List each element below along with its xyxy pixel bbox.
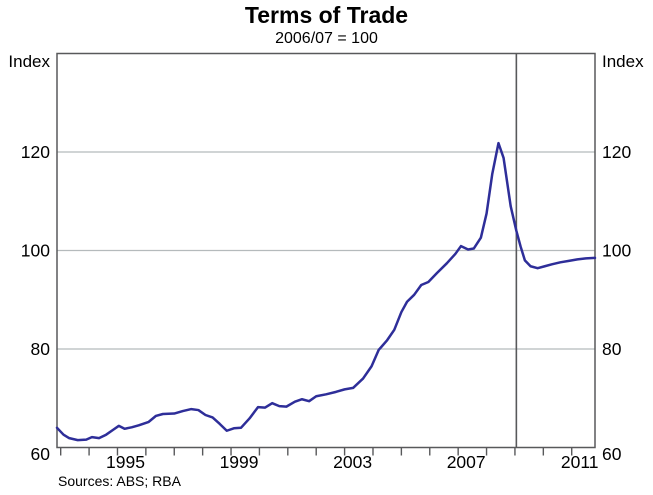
y-axis-unit-left: Index (8, 52, 50, 71)
plot-border (56, 52, 596, 449)
y-tick-label-left: 100 (21, 241, 50, 261)
x-tick-label: 1995 (106, 452, 145, 472)
y-tick-label-right: 120 (602, 142, 631, 162)
x-tick-label: 2003 (333, 452, 372, 472)
y-tick-label-right: 60 (602, 444, 622, 464)
chart-subtitle: 2006/07 = 100 (275, 30, 378, 47)
x-tick-label: 1999 (220, 452, 259, 472)
x-tick-label: 2011 (561, 452, 599, 472)
y-axis-unit-right: Index (602, 52, 644, 71)
x-tick-label: 2007 (447, 452, 486, 472)
sources-note: Sources: ABS; RBA (58, 473, 181, 489)
y-tick-label-left: 120 (21, 142, 50, 162)
chart-title: Terms of Trade (244, 2, 409, 28)
y-tick-label-right: 100 (602, 241, 631, 261)
terms-of-trade-line (55, 141, 597, 442)
y-tick-label-left: 60 (31, 444, 51, 464)
y-tick-label-right: 80 (602, 339, 622, 359)
y-tick-label-left: 80 (31, 339, 51, 359)
